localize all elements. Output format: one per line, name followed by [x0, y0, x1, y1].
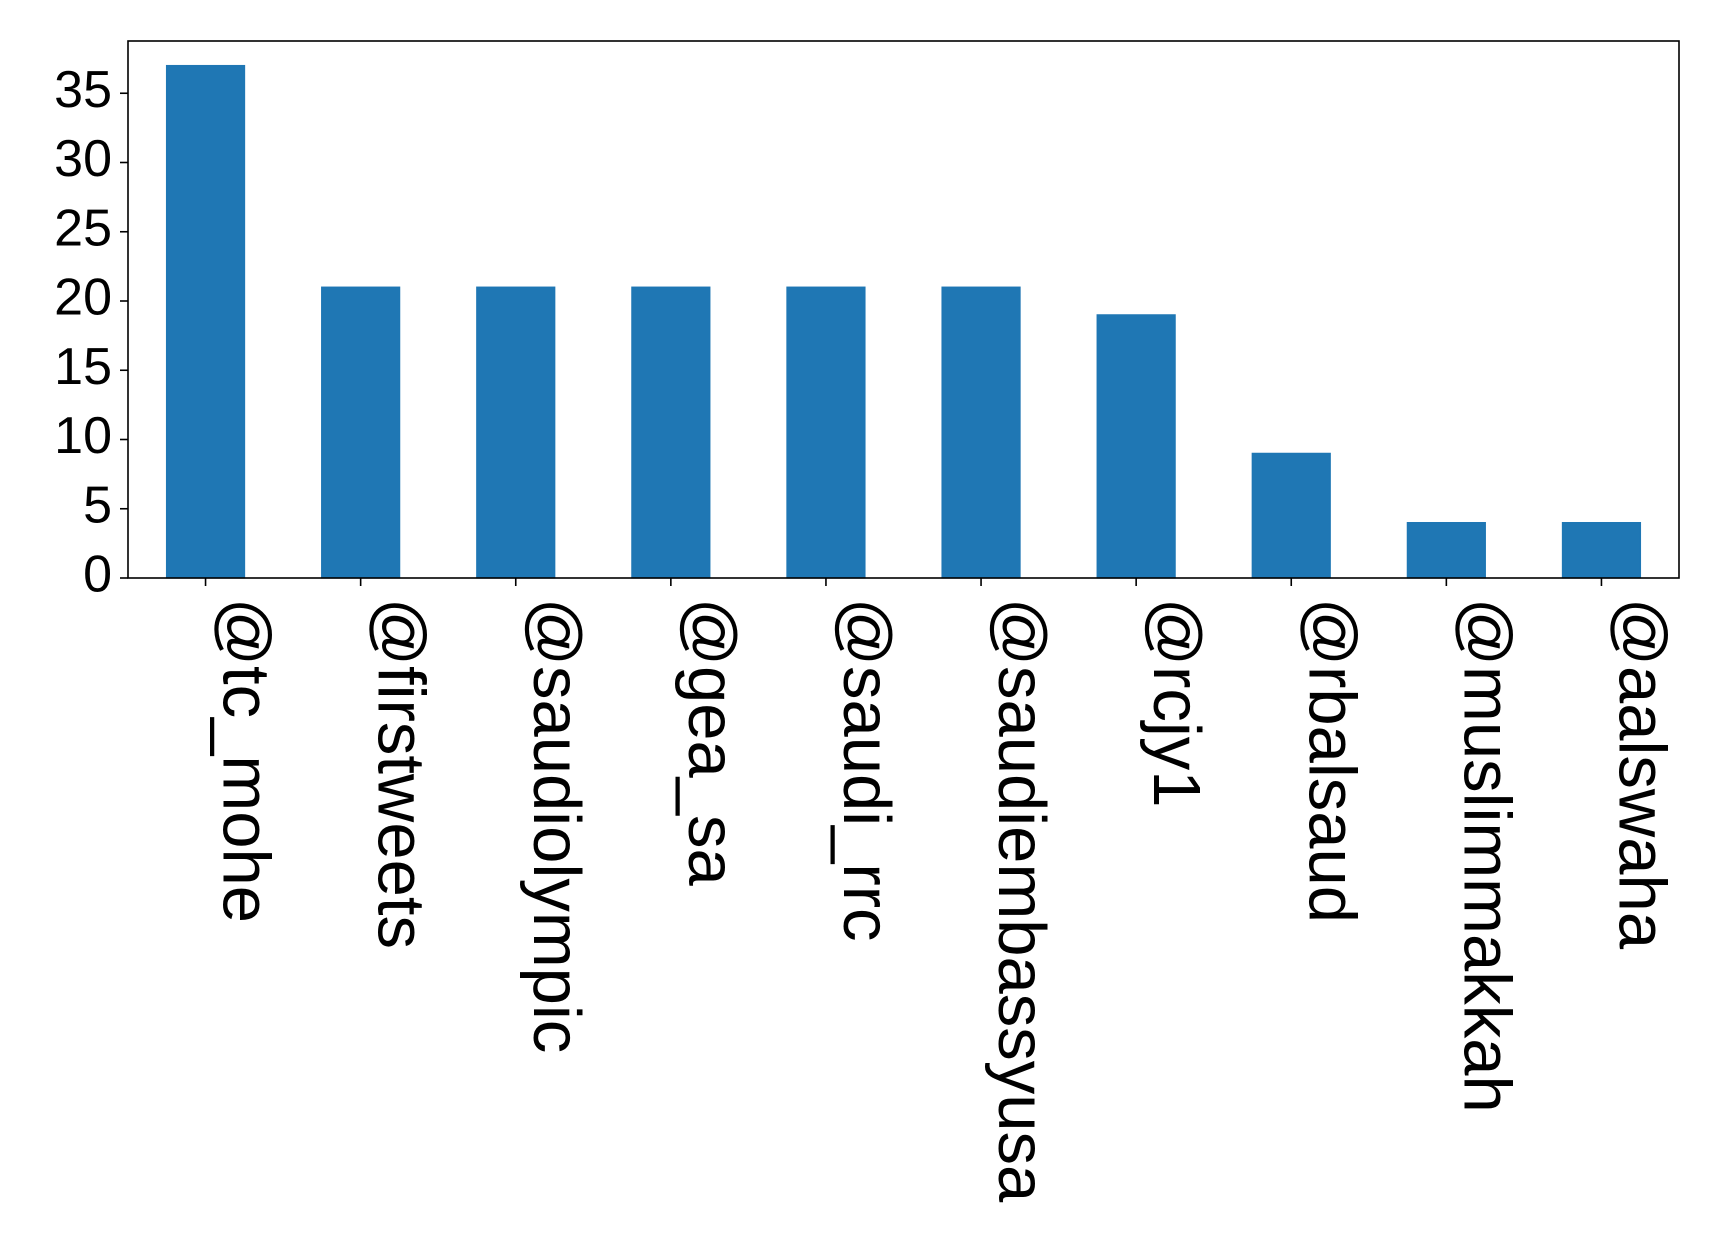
svg-text:@aalswaha: @aalswaha	[1604, 598, 1679, 950]
svg-text:@rbalsaud: @rbalsaud	[1294, 598, 1369, 923]
svg-text:5: 5	[83, 476, 112, 534]
svg-text:30: 30	[54, 130, 112, 188]
svg-text:20: 20	[54, 269, 112, 327]
svg-text:10: 10	[54, 407, 112, 465]
svg-text:@firstweets: @firstweets	[364, 598, 439, 949]
svg-text:0: 0	[83, 546, 112, 604]
svg-text:@muslimmakkah: @muslimmakkah	[1449, 598, 1524, 1113]
svg-text:@rcjy1: @rcjy1	[1139, 598, 1214, 807]
svg-text:@tc_mohe: @tc_mohe	[209, 598, 284, 923]
svg-text:25: 25	[54, 199, 112, 257]
svg-text:@saudi_rrc: @saudi_rrc	[829, 598, 904, 942]
svg-text:@saudiolympic: @saudiolympic	[519, 598, 594, 1053]
svg-text:@saudiembassyusa: @saudiembassyusa	[984, 598, 1059, 1203]
svg-text:15: 15	[54, 338, 112, 396]
svg-text:35: 35	[54, 61, 112, 119]
svg-text:@gea_sa: @gea_sa	[674, 598, 749, 887]
